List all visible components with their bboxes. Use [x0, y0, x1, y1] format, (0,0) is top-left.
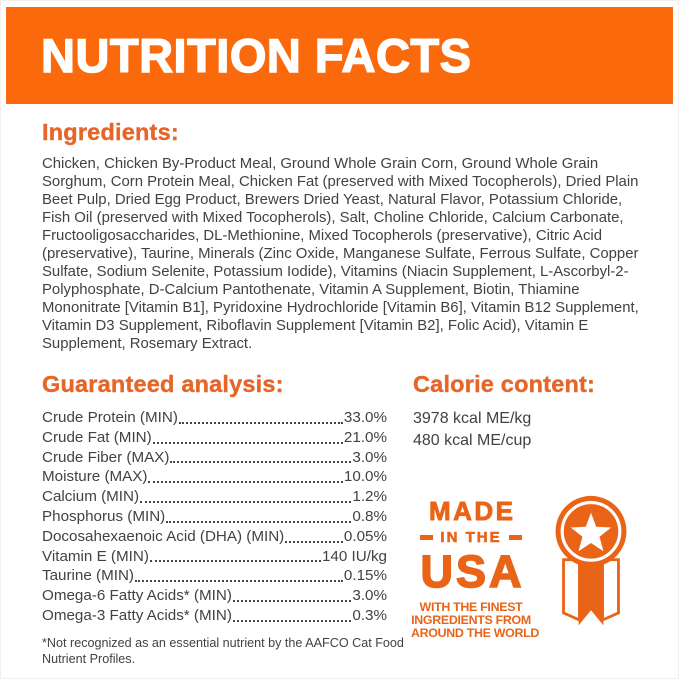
dot-leader	[149, 560, 321, 563]
analysis-row-value: 3.0%	[352, 448, 387, 466]
analysis-row-value: 3.0%	[352, 587, 387, 605]
guaranteed-analysis-table: Crude Protein (MIN) 33.0% Crude Fat (MIN…	[42, 408, 387, 626]
analysis-row-label: Crude Protein (MIN)	[42, 409, 178, 426]
analysis-row-label: Calcium (MIN)	[42, 488, 140, 506]
tagline-line-1: WITH THE FINEST	[419, 600, 523, 614]
ribbon-left-tail	[562, 558, 581, 623]
usa-line: USA	[420, 546, 525, 597]
dot-leader	[134, 580, 343, 583]
analysis-row-value: 0.8%	[352, 507, 387, 525]
dot-leader	[285, 540, 343, 543]
ingredients-text: Chicken, Chicken By-Product Meal, Ground…	[42, 156, 639, 352]
analysis-row-label: Crude Fiber (MAX)	[42, 448, 170, 466]
in-the-label: IN THE	[440, 529, 502, 547]
made-in-usa-text: MADE IN THE USA WITH THE FINEST INGREDIE…	[411, 496, 540, 641]
analysis-row: Crude Fat (MIN) 21.0%	[42, 428, 387, 448]
analysis-row: Phosphorus (MIN) 0.8%	[42, 507, 387, 527]
analysis-row-value: 1.2%	[352, 488, 387, 506]
analysis-row-value: 0.15%	[343, 567, 387, 585]
dot-leader	[232, 619, 352, 622]
dash-left-icon	[420, 535, 434, 540]
analysis-row: Omega-6 Fatty Acids* (MIN) 3.0%	[42, 586, 387, 606]
nutrition-facts-banner: NUTRITION FACTS	[6, 7, 673, 104]
analysis-row-label: Omega-3 Fatty Acids* (MIN)	[42, 606, 232, 624]
guaranteed-analysis-heading: Guaranteed analysis:	[42, 371, 284, 397]
analysis-row: Moisture (MAX) 10.0%	[42, 467, 387, 487]
guaranteed-analysis-section: Guaranteed analysis: Crude Protein (MIN)…	[42, 371, 387, 626]
made-in-usa-badge: MADE IN THE USA WITH THE FINEST INGREDIE…	[411, 495, 630, 641]
tagline-line-2: INGREDIENTS FROM	[411, 613, 531, 628]
analysis-row-value: 0.3%	[352, 606, 387, 624]
banner-title: NUTRITION FACTS	[40, 28, 472, 82]
dot-leader	[148, 481, 343, 484]
made-line: MADE	[428, 496, 516, 526]
analysis-row-value: 10.0%	[343, 468, 387, 486]
dot-leader	[178, 421, 343, 424]
tagline-line-3: AROUND THE WORLD	[411, 626, 540, 641]
analysis-row-value: 140 IU/kg	[321, 547, 387, 565]
calorie-line-kg: 3978 kcal ME/kg	[413, 410, 532, 427]
analysis-row-label: Omega-6 Fatty Acids* (MIN)	[42, 587, 232, 605]
analysis-row: Crude Fiber (MAX) 3.0%	[42, 448, 387, 468]
medal-ring	[560, 500, 622, 562]
analysis-row: Vitamin E (MIN) 140 IU/kg	[42, 547, 387, 567]
calorie-content-heading: Calorie content:	[413, 371, 596, 397]
analysis-row-label: Docosahexaenoic Acid (DHA) (MIN)	[42, 527, 285, 545]
analysis-row: Docosahexaenoic Acid (DHA) (MIN) 0.05%	[42, 527, 387, 547]
analysis-row-label: Vitamin E (MIN)	[42, 547, 149, 565]
ribbon-right-tail	[601, 558, 620, 623]
dot-leader	[170, 461, 352, 464]
analysis-row-label: Taurine (MIN)	[42, 567, 134, 585]
ingredients-heading: Ingredients:	[42, 119, 179, 145]
analysis-row-value: 0.05%	[343, 527, 387, 545]
analysis-row-label: Moisture (MAX)	[42, 468, 148, 486]
dot-leader	[232, 599, 352, 602]
footnote-line-1: *Not recognized as an essential nutrient…	[42, 636, 404, 650]
dot-leader	[166, 520, 352, 523]
calorie-content-section: Calorie content: 3978 kcal ME/kg 480 kca…	[413, 371, 653, 451]
calorie-line-cup: 480 kcal ME/cup	[413, 431, 532, 449]
star-icon	[570, 512, 612, 552]
ingredients-section: Ingredients: Chicken, Chicken By-Product…	[42, 119, 642, 353]
dot-leader	[152, 441, 343, 444]
in-the-line: IN THE	[411, 529, 531, 546]
dash-right-icon	[508, 535, 522, 540]
footnote-line-2: Nutrient Profiles.	[42, 651, 136, 666]
analysis-row-value: 21.0%	[343, 428, 387, 446]
analysis-row: Crude Protein (MIN) 33.0%	[42, 408, 387, 428]
dot-leader	[140, 500, 352, 503]
footnote: *Not recognized as an essential nutrient…	[42, 636, 404, 667]
analysis-row-label: Crude Fat (MIN)	[42, 428, 152, 446]
analysis-row-label: Phosphorus (MIN)	[42, 507, 166, 525]
analysis-row: Taurine (MIN) 0.15%	[42, 566, 387, 586]
analysis-row: Omega-3 Fatty Acids* (MIN) 0.3%	[42, 606, 387, 626]
ribbon-center-tail	[578, 556, 604, 626]
analysis-row-value: 33.0%	[343, 409, 387, 426]
usa-tagline: WITH THE FINEST INGREDIENTS FROM AROUND …	[411, 600, 540, 641]
analysis-row: Calcium (MIN) 1.2%	[42, 487, 387, 507]
award-medal-ribbon-star-icon	[555, 495, 627, 626]
